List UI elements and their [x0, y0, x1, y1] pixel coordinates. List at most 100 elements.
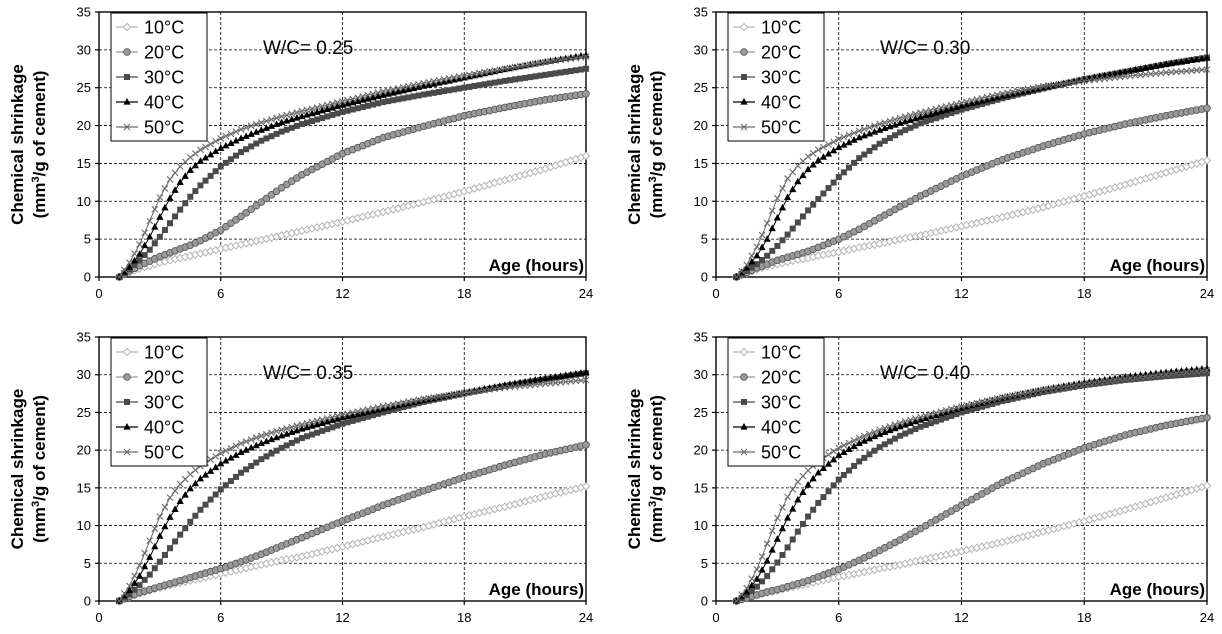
data-point [313, 417, 321, 425]
data-point [953, 411, 960, 418]
data-point [212, 463, 220, 471]
data-point [212, 491, 219, 498]
data-point [349, 95, 357, 103]
data-point [794, 495, 802, 503]
y-tick-label: 30 [694, 42, 708, 57]
data-point [298, 435, 305, 442]
data-point [344, 419, 351, 426]
data-point [252, 441, 260, 449]
data-point [912, 122, 919, 129]
data-point [176, 178, 184, 185]
data-point [733, 597, 740, 605]
y-axis-units-prefix: (mm [647, 183, 666, 219]
data-point [851, 159, 858, 166]
wc-annotation: W/C= 0.30 [880, 38, 970, 59]
data-point [171, 505, 179, 512]
data-point [896, 422, 904, 430]
data-point [212, 452, 220, 460]
data-point [769, 566, 776, 573]
data-point [773, 535, 781, 542]
data-point [567, 370, 575, 378]
data-point [748, 252, 756, 260]
data-point [156, 233, 163, 240]
data-point [794, 478, 802, 486]
data-point [1167, 59, 1175, 67]
data-point [298, 121, 305, 128]
data-point [850, 442, 858, 449]
data-point [1019, 393, 1026, 400]
legend-marker-50C [740, 448, 748, 456]
data-point [125, 586, 134, 594]
data-point [136, 562, 143, 569]
data-point [789, 504, 797, 512]
data-point [288, 110, 296, 118]
data-point [349, 106, 356, 113]
data-point [758, 566, 766, 573]
data-point [196, 157, 205, 164]
data-point [799, 472, 807, 480]
data-point [131, 261, 138, 268]
data-point [536, 375, 544, 382]
data-point [743, 587, 751, 595]
data-point [876, 430, 884, 437]
x-tick-label: 6 [217, 286, 224, 301]
data-point [400, 95, 407, 102]
data-point [789, 225, 796, 232]
data-point [242, 446, 250, 453]
data-point [430, 89, 437, 96]
y-axis-units-prefix: (mm [30, 507, 49, 543]
data-point [115, 597, 123, 605]
data-point [1137, 375, 1144, 382]
data-point [247, 436, 255, 443]
data-point [825, 141, 832, 148]
y-tick-label: 35 [694, 5, 708, 20]
y-axis-label: Chemical shrinkage [625, 64, 644, 225]
data-point [141, 252, 148, 259]
data-point [582, 376, 590, 384]
data-point [912, 415, 919, 422]
data-point [187, 518, 194, 525]
data-point [511, 76, 518, 83]
data-point [917, 120, 924, 127]
data-point [1009, 395, 1016, 402]
data-point [582, 441, 590, 449]
data-point [830, 482, 837, 489]
y-tick-label: 20 [694, 443, 708, 458]
data-point [445, 75, 453, 82]
data-point [850, 129, 858, 137]
legend-label-30C: 30°C [144, 68, 184, 88]
data-point [359, 93, 367, 100]
data-point [329, 111, 336, 118]
y-tick-label: 15 [77, 480, 91, 495]
data-point [303, 419, 311, 427]
data-point [582, 89, 590, 98]
data-point [840, 169, 847, 176]
data-point [814, 468, 822, 476]
legend-marker-40C [123, 98, 131, 105]
x-tick-label: 0 [712, 610, 719, 625]
data-point [146, 571, 153, 578]
data-point [1198, 370, 1205, 377]
data-point [192, 188, 199, 195]
data-point [303, 119, 310, 126]
legend-label-50C: 50°C [761, 443, 801, 463]
data-point [743, 591, 750, 598]
data-point [217, 144, 225, 151]
data-point [815, 196, 822, 203]
data-point [860, 432, 868, 440]
data-point [161, 203, 169, 211]
data-point [1024, 389, 1032, 397]
data-point [278, 426, 286, 434]
series-50C [115, 53, 590, 281]
data-point [1198, 54, 1206, 62]
data-point [288, 124, 295, 131]
data-point [1034, 387, 1042, 395]
data-point [764, 252, 771, 259]
data-point [892, 132, 899, 139]
data-point [840, 141, 848, 148]
data-point [768, 224, 776, 232]
data-point [390, 97, 397, 104]
data-point [390, 406, 397, 413]
x-tick-label: 24 [1200, 610, 1214, 625]
